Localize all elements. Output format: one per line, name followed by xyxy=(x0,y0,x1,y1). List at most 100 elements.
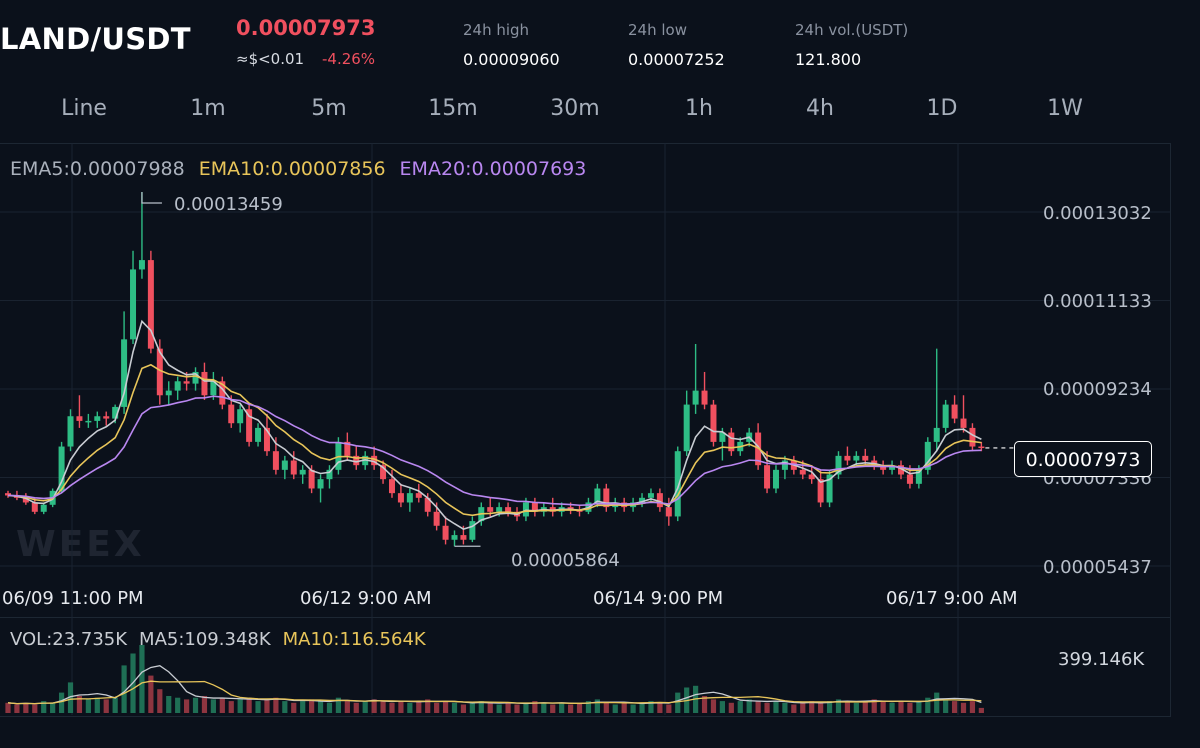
volume-bar xyxy=(621,702,627,713)
candle-body xyxy=(156,348,163,396)
tab-1h[interactable]: 1h xyxy=(685,96,713,121)
candle-body xyxy=(308,469,315,489)
candle-body xyxy=(380,465,387,480)
candle-body xyxy=(701,390,708,405)
tab-15m[interactable]: 15m xyxy=(428,96,478,121)
ema-legend: EMA5:0.00007988 EMA10:0.00007856 EMA20:0.0… xyxy=(10,158,600,180)
candle-body xyxy=(531,502,538,512)
candle-body xyxy=(85,420,92,423)
volume-bar xyxy=(746,699,752,713)
tab-4h[interactable]: 4h xyxy=(806,96,834,121)
candle-body xyxy=(424,497,431,512)
candle-body xyxy=(397,493,404,503)
volume-bar xyxy=(889,702,895,713)
volume-chart-area[interactable] xyxy=(0,617,1171,717)
volume-bar xyxy=(371,699,377,713)
candle-body xyxy=(263,427,270,452)
volume-bar xyxy=(335,697,342,713)
time-axis-label: 06/09 11:00 PM xyxy=(2,588,144,609)
volume-bar xyxy=(969,701,976,713)
candle-body xyxy=(915,469,922,484)
volume-bar xyxy=(585,701,592,713)
volume-bar xyxy=(148,675,154,713)
volume-bar xyxy=(675,692,681,713)
low-24h-label: 24h low xyxy=(628,21,687,39)
weex-watermark: WEEX xyxy=(16,524,145,565)
candle-body xyxy=(889,465,896,470)
candle-body xyxy=(665,507,672,517)
volume-bar xyxy=(559,702,565,713)
tab-1d[interactable]: 1D xyxy=(926,96,958,121)
volume-bar xyxy=(407,702,413,713)
volume-ma-line xyxy=(7,680,982,705)
candle-body xyxy=(76,416,83,421)
volume-bar xyxy=(121,665,127,713)
candle-body xyxy=(112,406,119,419)
ema10-line xyxy=(7,363,982,517)
candle-body xyxy=(281,460,288,470)
candle-body xyxy=(835,455,842,475)
volume-bar xyxy=(532,701,538,713)
candle-body xyxy=(121,339,128,407)
candle-body xyxy=(460,535,467,540)
time-axis-label: 06/17 9:00 AM xyxy=(886,588,1018,609)
volume-bar xyxy=(576,702,583,713)
price-axis-label: 0.00013032 xyxy=(1043,203,1152,224)
candle-body xyxy=(808,474,815,480)
candle-body xyxy=(299,469,306,475)
volume-bar xyxy=(309,699,315,713)
volume-bar xyxy=(701,696,708,713)
volume-bar xyxy=(800,702,806,713)
volume-bar xyxy=(505,702,511,713)
tab-5m[interactable]: 5m xyxy=(311,96,347,121)
candle-body xyxy=(165,390,172,396)
volume-bar xyxy=(639,702,645,713)
candle-body xyxy=(862,455,869,461)
candle-body xyxy=(183,381,190,384)
tab-line[interactable]: Line xyxy=(61,96,107,121)
volume-bar xyxy=(934,692,940,713)
candle-body xyxy=(719,432,726,442)
volume-bar xyxy=(112,697,118,713)
candle-body xyxy=(442,525,449,540)
tab-1m[interactable]: 1m xyxy=(190,96,226,121)
volume-bar xyxy=(925,697,931,713)
candle-body xyxy=(290,460,297,475)
high-24h-value: 0.00009060 xyxy=(463,50,560,69)
volume-bar xyxy=(907,702,913,713)
volume-bar xyxy=(826,701,833,713)
trading-pair[interactable]: LAND/USDT xyxy=(0,22,191,56)
candle-body xyxy=(246,409,253,442)
candle-body xyxy=(237,409,244,424)
tab-30m[interactable]: 30m xyxy=(550,96,600,121)
volume-bar xyxy=(76,696,83,713)
volume-bar xyxy=(960,702,967,713)
volume-24h-label: 24h vol.(USDT) xyxy=(795,21,909,39)
candle-body xyxy=(406,493,413,503)
current-price-label[interactable]: 0.00007973 xyxy=(1014,441,1152,477)
candle-body xyxy=(826,474,833,503)
volume-bar xyxy=(862,701,868,713)
candle-body xyxy=(371,455,378,466)
volume-bar xyxy=(184,699,190,713)
volume-bar xyxy=(398,701,404,713)
volume-bar xyxy=(139,645,145,713)
volume-bar xyxy=(755,701,761,713)
candle-body xyxy=(639,497,646,503)
volume-bar xyxy=(951,701,958,713)
price-chart-area[interactable] xyxy=(0,143,1171,617)
volume-bar xyxy=(737,701,743,713)
candle-body xyxy=(138,260,145,270)
low-24h-value: 0.00007252 xyxy=(628,50,725,69)
tab-1w[interactable]: 1W xyxy=(1047,96,1083,121)
volume-bar xyxy=(353,702,359,713)
candle-body xyxy=(326,469,333,480)
volume-bar xyxy=(871,699,877,713)
volume-bar xyxy=(773,701,779,713)
volume-bar xyxy=(41,701,47,713)
volume-bar xyxy=(835,699,842,713)
volume-bar xyxy=(809,701,815,713)
candle-body xyxy=(344,441,351,456)
volume-bar xyxy=(282,701,288,713)
